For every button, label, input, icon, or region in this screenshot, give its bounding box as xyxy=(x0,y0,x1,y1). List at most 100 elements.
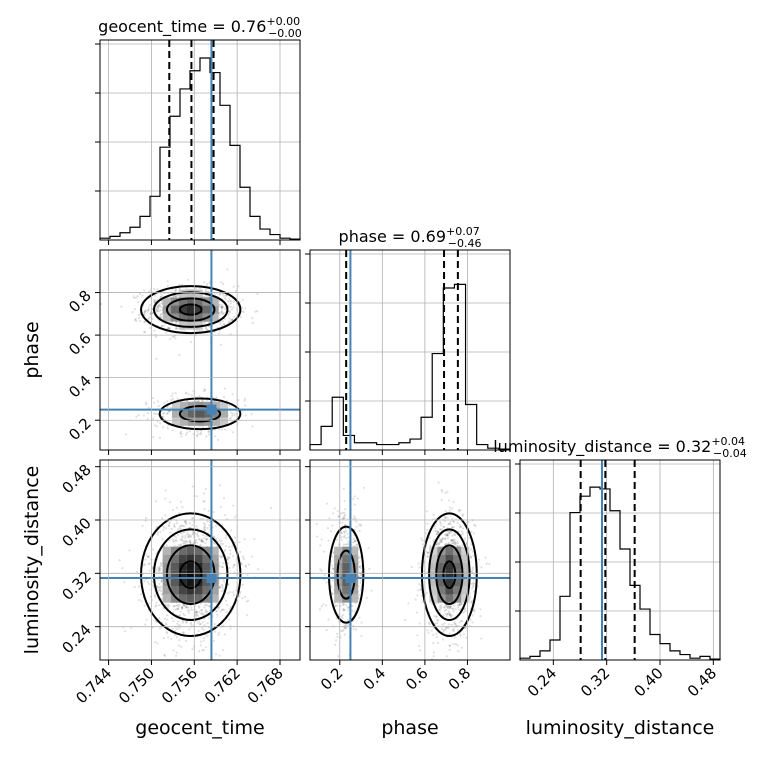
sample-point xyxy=(175,536,178,539)
sample-point xyxy=(439,538,442,541)
sample-point xyxy=(165,527,168,530)
sample-point xyxy=(202,540,205,543)
sample-point xyxy=(221,282,225,286)
sample-point xyxy=(228,297,231,300)
sample-point xyxy=(159,530,162,534)
sample-point xyxy=(229,416,232,420)
histogram-luminosity_distance xyxy=(519,486,721,660)
sample-point xyxy=(196,613,199,616)
sample-point xyxy=(228,591,231,594)
sample-point xyxy=(148,315,152,319)
sample-point xyxy=(186,278,190,281)
sample-point xyxy=(177,544,181,547)
sample-point xyxy=(449,605,452,608)
sample-point xyxy=(460,530,463,533)
sample-point xyxy=(222,294,225,297)
sample-point xyxy=(157,307,160,310)
sample-point xyxy=(353,528,356,531)
sample-point xyxy=(440,540,443,543)
sample-point xyxy=(473,523,476,526)
sample-point xyxy=(343,523,346,526)
sample-point xyxy=(454,541,457,545)
sample-point xyxy=(172,397,175,400)
density-cell xyxy=(162,594,171,603)
sample-point xyxy=(449,522,452,526)
sample-point xyxy=(449,605,453,608)
sample-point xyxy=(165,630,168,633)
sample-point xyxy=(359,523,363,526)
sample-point xyxy=(206,399,209,402)
sample-point xyxy=(160,313,163,317)
sample-point xyxy=(256,568,260,571)
sample-point xyxy=(244,595,247,598)
sample-point xyxy=(425,510,429,513)
sample-point xyxy=(448,644,451,647)
sample-point xyxy=(136,295,139,298)
sample-point xyxy=(448,530,451,533)
sample-point xyxy=(205,327,208,330)
sample-point xyxy=(188,521,191,525)
sample-point xyxy=(346,623,350,627)
sample-point xyxy=(231,393,234,396)
y-tick-label: 0.24 xyxy=(58,621,94,657)
sample-point xyxy=(434,622,437,625)
sample-point xyxy=(147,555,150,558)
sample-point xyxy=(152,401,156,404)
sample-point xyxy=(198,394,201,398)
sample-point xyxy=(166,405,169,409)
sample-point xyxy=(226,558,229,562)
density-cell xyxy=(453,570,462,579)
sample-point xyxy=(332,567,335,570)
sample-point xyxy=(168,522,171,525)
sample-point xyxy=(223,323,226,326)
sample-point xyxy=(445,628,448,631)
sample-point xyxy=(218,332,221,335)
sample-point xyxy=(452,520,455,524)
sample-point xyxy=(342,603,345,606)
sample-point xyxy=(182,631,185,634)
sample-point xyxy=(438,520,441,523)
density-cell xyxy=(178,313,187,322)
sample-point xyxy=(220,306,223,309)
sample-point xyxy=(205,435,208,438)
sample-point xyxy=(229,305,232,309)
sample-point xyxy=(179,430,182,433)
density-cell xyxy=(172,417,180,426)
sample-point xyxy=(220,428,223,431)
density-cell xyxy=(429,578,438,587)
sample-point xyxy=(228,317,231,320)
sample-point xyxy=(148,303,152,306)
sample-point xyxy=(204,326,207,329)
density-cell xyxy=(453,562,462,571)
density-cell xyxy=(210,546,219,555)
sample-point xyxy=(195,525,198,528)
sample-point xyxy=(437,543,440,546)
sample-point xyxy=(471,568,474,571)
sample-point xyxy=(454,543,457,546)
sample-point xyxy=(318,608,322,611)
histogram-geocent_time xyxy=(99,57,301,240)
density-cell xyxy=(186,578,195,587)
sample-point xyxy=(201,399,204,402)
sample-point xyxy=(123,630,127,633)
sample-point xyxy=(459,509,462,512)
sample-point xyxy=(179,544,182,547)
sample-point xyxy=(200,538,203,541)
sample-point xyxy=(159,627,162,630)
sample-point xyxy=(228,618,231,621)
sample-point xyxy=(232,300,235,303)
sample-point xyxy=(436,530,440,534)
sample-point xyxy=(241,298,244,301)
sample-point xyxy=(232,593,236,596)
truth-marker xyxy=(345,573,356,583)
sample-point xyxy=(206,526,209,530)
density-cell xyxy=(437,586,446,595)
sample-point xyxy=(201,627,204,630)
sample-point xyxy=(216,613,219,616)
sample-point xyxy=(419,588,422,592)
sample-point xyxy=(194,399,197,403)
sample-point xyxy=(441,490,444,493)
sample-point xyxy=(131,310,134,314)
sample-point xyxy=(184,639,188,643)
sample-point xyxy=(442,525,445,529)
